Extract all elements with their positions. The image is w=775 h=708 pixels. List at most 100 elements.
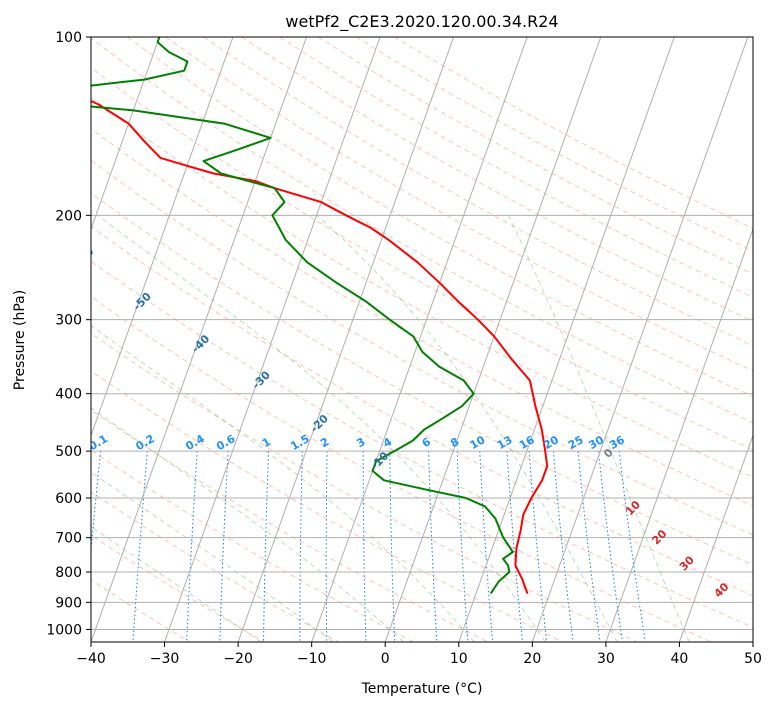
mixing-ratio-line [552,451,574,642]
isotherm-label: -60 [73,245,96,268]
x-tick-label: 40 [671,651,689,667]
mixing-ratio-line [389,451,396,642]
dry-adiabat [241,37,753,322]
x-tick-label: 30 [597,651,615,667]
mixing-ratio-label: 25 [566,433,586,452]
mixing-ratio-label: 8 [448,435,461,450]
y-tick-label: 300 [55,313,82,329]
moist-adiabat-label: 40 [712,580,732,600]
moist-adiabat [97,214,546,642]
isotherm-gridline [0,37,12,642]
mixing-ratio-label: 0.2 [133,432,156,453]
dewpoint-line [91,37,514,595]
x-axis-label: Temperature (°C) [361,681,483,697]
dry-adiabat [91,370,563,642]
mixing-ratio-line [618,451,646,642]
y-tick-label: 600 [55,491,82,507]
x-tick-label: 50 [744,651,762,667]
dry-adiabat [91,37,753,424]
mixing-ratio-line [263,451,270,642]
y-tick-label: 800 [55,565,82,581]
mixing-ratio-line [91,451,102,556]
isotherm-label: -10 [368,449,391,472]
x-tick-label: −30 [150,651,180,667]
mixing-ratio-label: 10 [468,433,488,452]
isotherm-gridline [311,37,528,642]
background-lines [91,37,753,642]
mixing-ratio-line [219,451,229,642]
dry-adiabat [203,37,753,347]
isotherm-gridline [678,434,753,642]
mixing-ratio-line [598,451,624,642]
y-tick-label: 400 [55,387,82,403]
dry-adiabat [91,534,265,642]
isotherm-gridline [384,37,602,642]
y-tick-label: 500 [55,444,82,460]
axis-ticks: −40 −30 −20 −10 0 10 20 30 40 5010020030040050060… [46,30,762,667]
isotherm-gridline [605,227,753,642]
mixing-ratio-line [299,451,303,642]
moist-adiabat [507,215,690,642]
x-tick-label: 10 [450,651,468,667]
dry-adiabat [91,226,753,597]
y-tick-label: 200 [55,208,82,224]
moist-adiabat [316,214,618,642]
isotherm-gridline [91,37,160,231]
dry-adiabat [91,128,753,507]
mixing-ratio-line [479,451,494,642]
dry-adiabat [91,296,713,642]
moist-adiabat-label: 20 [649,527,669,547]
isotherm-label: -20 [308,412,331,435]
x-tick-label: −10 [297,651,327,667]
moist-adiabat-label: 10 [623,498,643,518]
isotherm-gridline [237,37,455,642]
dry-adiabat [91,409,489,642]
y-axis-label: Pressure (hPa) [12,290,28,390]
mixing-ratio-line [186,451,198,642]
isotherm-label: -70 [17,197,40,220]
mixing-ratio-label: 1.5 [288,432,311,453]
moist-adiabat [91,526,262,642]
isotherm-gridline [531,37,749,642]
mixing-ratio-label: 3 [354,435,367,450]
temperature-line [91,99,549,594]
mixing-ratio-label: 6 [420,435,433,450]
mixing-ratio-label: 0.1 [87,432,110,453]
mixing-ratio-label: 16 [517,433,537,452]
dry-adiabat [91,66,753,451]
y-tick-label: 1000 [46,622,82,638]
x-tick-label: 0 [381,651,390,667]
x-tick-label: −20 [223,651,253,667]
y-tick-label: 100 [55,30,82,46]
plot-frame [90,36,754,643]
dry-adiabat [127,37,753,398]
mixing-ratio-line [325,451,328,642]
isotherm-label: -30 [250,368,273,391]
dry-adiabat [393,37,753,229]
dry-adiabat [91,332,638,642]
x-tick-label: −40 [76,651,106,667]
mixing-ratio-line [428,451,438,642]
dry-adiabat [91,192,753,566]
isotherm-gridline [91,37,234,438]
moist-adiabat [91,407,405,642]
dry-adiabat [91,579,190,642]
mixing-ratio-line [577,451,601,642]
mixing-ratio-line [362,451,367,642]
mixing-ratio-label: 4 [381,435,394,450]
series [91,37,549,595]
isotherm-gridline [752,640,753,642]
y-tick-label: 900 [55,595,82,611]
x-tick-label: 20 [523,651,541,667]
dry-adiabat [165,37,753,372]
isotherm-gridline [458,37,675,642]
mixing-ratio-line [456,451,469,642]
dry-adiabat [91,260,753,629]
mixing-ratio-line [528,451,548,642]
moist-adiabat [91,325,475,642]
moist-adiabat-label: 30 [677,553,697,573]
dry-adiabat [279,37,753,298]
dry-adiabat [91,159,753,536]
grid [0,37,753,642]
